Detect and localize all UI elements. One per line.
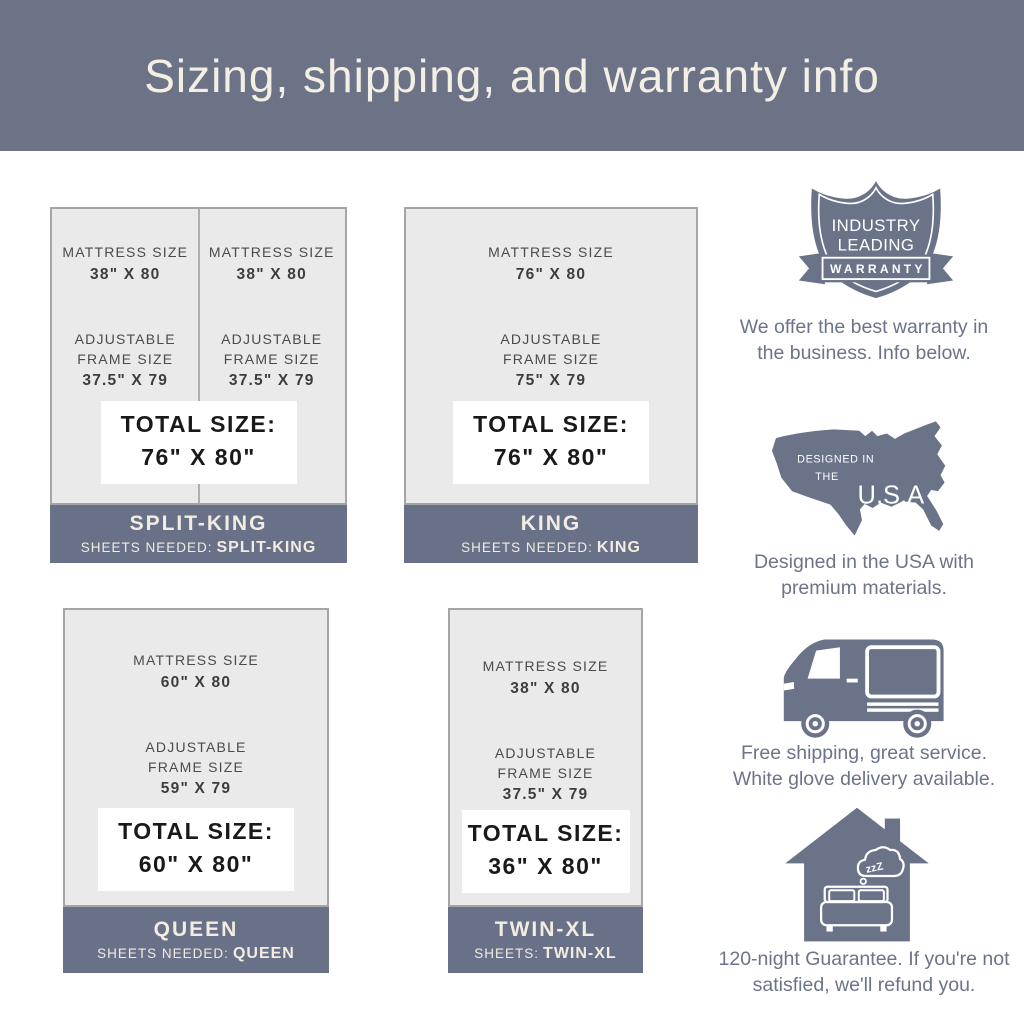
frame-size-value: 37.5" X 79	[502, 786, 589, 803]
adjustable-label: ADJUSTABLE	[74, 331, 176, 347]
frame-size-label: FRAME SIZE	[223, 351, 320, 367]
panel-queen: MATTRESS SIZE 60" X 80 ADJUSTABLE FRAME …	[63, 608, 329, 973]
panel-king-footer: KING SHEETS NEEDED: KING	[404, 505, 698, 563]
mattress-size-value: 76" X 80	[515, 266, 587, 283]
panel-split-king-footer: SPLIT-KING SHEETS NEEDED: SPLIT-KING	[50, 505, 347, 563]
header-banner: Sizing, shipping, and warranty info	[0, 0, 1024, 151]
mattress-size-label: MATTRESS SIZE	[482, 658, 609, 674]
sheets-value: TWIN-XL	[543, 944, 617, 962]
badge-ribbon-text: WARRANTY	[830, 262, 926, 276]
sheets-value: KING	[596, 538, 641, 556]
frame-size-label: FRAME SIZE	[147, 759, 244, 775]
frame-size-label: FRAME SIZE	[497, 765, 594, 781]
total-size-value: 76" X 80"	[493, 444, 609, 470]
sheets-needed: SHEETS NEEDED: QUEEN	[97, 945, 295, 963]
total-size-value: 76" X 80"	[141, 444, 256, 470]
usa-text: Designed in the USA with premium materia…	[753, 551, 975, 599]
sheets-needed: SHEETS NEEDED: KING	[461, 539, 641, 557]
frame-size-value: 59" X 79	[160, 780, 232, 797]
guarantee-text: 120-night Guarantee. If you're not satis…	[718, 948, 1010, 996]
total-size-label: TOTAL SIZE:	[118, 818, 274, 844]
usa-map-line3-text: U.S.A	[858, 481, 925, 509]
sheets-label: SHEETS NEEDED:	[461, 539, 593, 555]
size-name: QUEEN	[153, 917, 239, 941]
truck-rear-wheel	[903, 709, 932, 738]
mattress-size-value: 38" X 80	[510, 680, 581, 697]
sheets-value: QUEEN	[232, 944, 295, 962]
sheets-needed: SHEETS: TWIN-XL	[474, 945, 616, 963]
panel-king-diagram: MATTRESS SIZE 76" X 80 ADJUSTABLE FRAME …	[404, 207, 698, 505]
usa-map-line2-text: THE	[815, 471, 838, 483]
frame-size-value: 37.5" X 79	[82, 372, 169, 389]
page-title: Sizing, shipping, and warranty info	[144, 49, 880, 102]
warranty-badge-icon: INDUSTRY LEADING WARRANTY	[797, 178, 955, 304]
total-size-box: TOTAL SIZE: 76" X 80"	[100, 401, 297, 484]
warranty-text: We offer the best warranty in the busine…	[739, 316, 989, 364]
mattress-size-label: MATTRESS SIZE	[62, 244, 189, 260]
sheets-label: SHEETS NEEDED:	[97, 945, 229, 961]
panel-split-king: MATTRESS SIZE 38" X 80 ADJUSTABLE FRAME …	[50, 207, 347, 563]
truck-front-wheel	[801, 709, 830, 738]
adjustable-label: ADJUSTABLE	[500, 331, 602, 347]
sheets-value: SPLIT-KING	[216, 538, 317, 556]
badge-line2-text: LEADING	[838, 236, 915, 255]
total-size-box: TOTAL SIZE: 60" X 80"	[98, 808, 294, 891]
size-name: KING	[520, 511, 582, 535]
panel-twin-xl: MATTRESS SIZE 38" X 80 ADJUSTABLE FRAME …	[448, 608, 643, 973]
mattress-size-label: MATTRESS SIZE	[133, 652, 259, 668]
badge-line1-text: INDUSTRY	[832, 216, 921, 235]
frame-size-label: FRAME SIZE	[502, 351, 599, 367]
sleep-zzz-text: zzZ	[865, 860, 885, 875]
total-size-box: TOTAL SIZE: 36" X 80"	[461, 810, 630, 893]
sheets-label: SHEETS:	[474, 945, 540, 961]
total-size-label: TOTAL SIZE:	[467, 820, 624, 846]
total-size-label: TOTAL SIZE:	[473, 411, 629, 437]
split-king-left-half: MATTRESS SIZE 38" X 80 ADJUSTABLE FRAME …	[52, 209, 199, 503]
adjustable-label: ADJUSTABLE	[494, 745, 597, 761]
panel-king: MATTRESS SIZE 76" X 80 ADJUSTABLE FRAME …	[404, 207, 698, 563]
mattress-size-value: 38" X 80	[236, 266, 307, 283]
usa-map-icon: DESIGNED IN THE U.S.A	[763, 416, 969, 547]
panel-queen-footer: QUEEN SHEETS NEEDED: QUEEN	[63, 907, 329, 973]
adjustable-label: ADJUSTABLE	[145, 739, 247, 755]
panel-split-king-diagram: MATTRESS SIZE 38" X 80 ADJUSTABLE FRAME …	[50, 207, 347, 505]
size-name: SPLIT-KING	[129, 511, 268, 535]
split-divider-line	[197, 209, 200, 503]
total-size-box: TOTAL SIZE: 76" X 80"	[453, 401, 649, 484]
panel-twin-xl-footer: TWIN-XL SHEETS: TWIN-XL	[448, 907, 643, 973]
frame-size-label: FRAME SIZE	[77, 351, 174, 367]
home-guarantee-icon: zzZ	[785, 806, 929, 945]
total-size-value: 36" X 80"	[488, 853, 603, 879]
mattress-size-label: MATTRESS SIZE	[208, 244, 335, 260]
total-size-value: 60" X 80"	[138, 851, 254, 877]
split-king-right-half: MATTRESS SIZE 38" X 80 ADJUSTABLE FRAME …	[199, 209, 346, 503]
sheets-needed: SHEETS NEEDED: SPLIT-KING	[81, 539, 317, 557]
mattress-size-label: MATTRESS SIZE	[488, 244, 614, 260]
panel-queen-diagram: MATTRESS SIZE 60" X 80 ADJUSTABLE FRAME …	[63, 608, 329, 907]
bed-icon	[820, 885, 894, 932]
adjustable-label: ADJUSTABLE	[221, 331, 323, 347]
frame-size-value: 37.5" X 79	[228, 372, 315, 389]
total-size-label: TOTAL SIZE:	[120, 411, 277, 437]
usa-map-line1-text: DESIGNED IN	[797, 453, 874, 465]
frame-size-value: 75" X 79	[515, 372, 587, 389]
sheets-label: SHEETS NEEDED:	[80, 539, 213, 555]
mattress-size-value: 60" X 80	[160, 674, 232, 691]
panel-twin-xl-diagram: MATTRESS SIZE 38" X 80 ADJUSTABLE FRAME …	[448, 608, 643, 907]
size-name: TWIN-XL	[494, 917, 597, 941]
mattress-size-value: 38" X 80	[90, 266, 161, 283]
shipping-text: Free shipping, great service. White glov…	[732, 742, 996, 790]
delivery-truck-icon	[777, 636, 947, 740]
